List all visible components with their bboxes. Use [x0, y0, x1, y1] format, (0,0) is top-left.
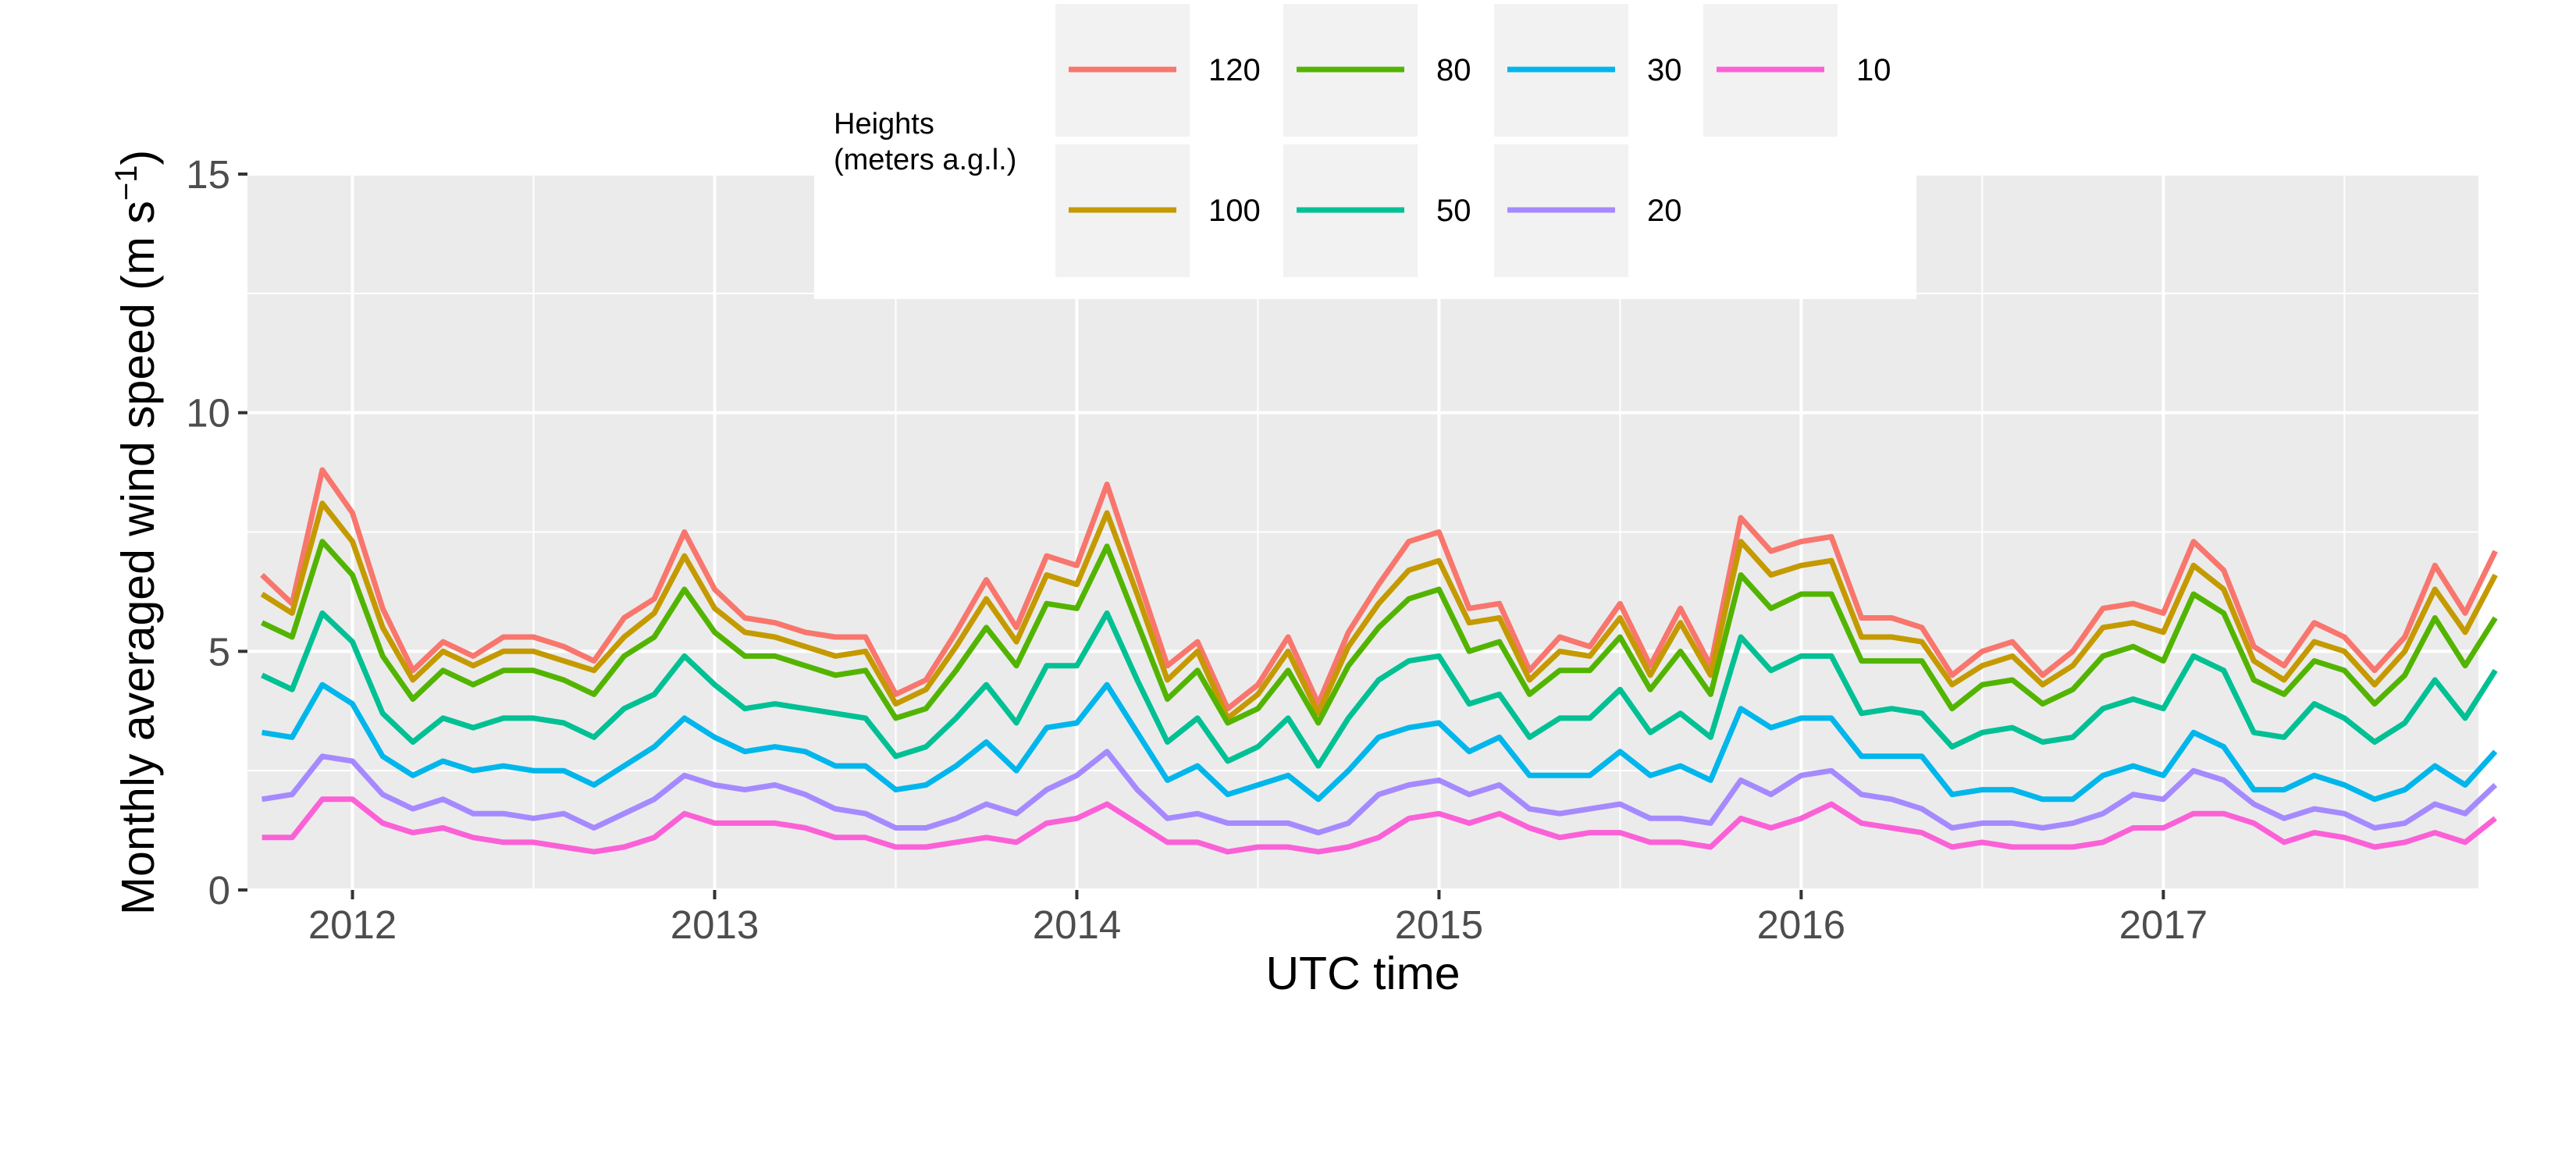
x-tick-label: 2016 — [1757, 902, 1845, 947]
legend-label: 30 — [1647, 53, 1682, 87]
y-axis-title-main: Monthly averaged wind speed (m s — [112, 201, 164, 915]
legend-label: 120 — [1208, 53, 1261, 87]
legend-item-120: 120 — [1055, 4, 1261, 137]
legend: Heights (meters a.g.l.) 120 100 80 50 30 20 10 — [814, 0, 1916, 299]
legend-label: 100 — [1208, 194, 1261, 228]
series-line-20 — [262, 749, 2498, 836]
y-axis-title-superscript: −1 — [109, 166, 144, 201]
legend-title-line2: (meters a.g.l.) — [834, 144, 1016, 176]
x-axis: 2012 2013 2014 2015 2016 2017 — [308, 890, 2208, 947]
legend-item-30: 30 — [1494, 4, 1682, 137]
series-line-10 — [262, 796, 2497, 855]
y-tick-label: 0 — [208, 868, 230, 913]
legend-label: 50 — [1436, 194, 1471, 228]
y-tick-label: 10 — [186, 391, 230, 436]
x-tick-label: 2012 — [308, 902, 397, 947]
y-tick-label: 5 — [208, 629, 230, 674]
legend-title: Heights (meters a.g.l.) — [834, 108, 1016, 176]
x-tick-label: 2013 — [671, 902, 759, 947]
y-axis: 0 5 10 15 — [186, 152, 247, 913]
legend-item-100: 100 — [1055, 144, 1261, 277]
legend-item-10: 10 — [1703, 4, 1891, 137]
y-axis-title-close: ) — [112, 150, 164, 166]
x-tick-label: 2014 — [1033, 902, 1121, 947]
x-axis-title: UTC time — [1265, 948, 1460, 999]
series-line-30 — [262, 682, 2498, 803]
series-line-80 — [261, 539, 2498, 726]
y-tick-label: 15 — [186, 152, 230, 197]
series-lines — [260, 467, 2498, 855]
legend-label: 10 — [1856, 53, 1891, 87]
series-line-50 — [261, 610, 2498, 769]
legend-label: 20 — [1647, 194, 1682, 228]
y-axis-title: Monthly averaged wind speed (m s−1) — [109, 150, 164, 915]
legend-item-50: 50 — [1283, 144, 1471, 277]
legend-keys: 120 100 80 50 30 20 10 — [1055, 4, 1891, 277]
legend-item-20: 20 — [1494, 144, 1682, 277]
legend-item-80: 80 — [1283, 4, 1471, 137]
series-line-100 — [260, 500, 2498, 721]
series-line-120 — [260, 467, 2498, 712]
x-tick-label: 2015 — [1395, 902, 1483, 947]
legend-label: 80 — [1436, 53, 1471, 87]
legend-title-line1: Heights — [834, 108, 934, 141]
x-tick-label: 2017 — [2119, 902, 2208, 947]
